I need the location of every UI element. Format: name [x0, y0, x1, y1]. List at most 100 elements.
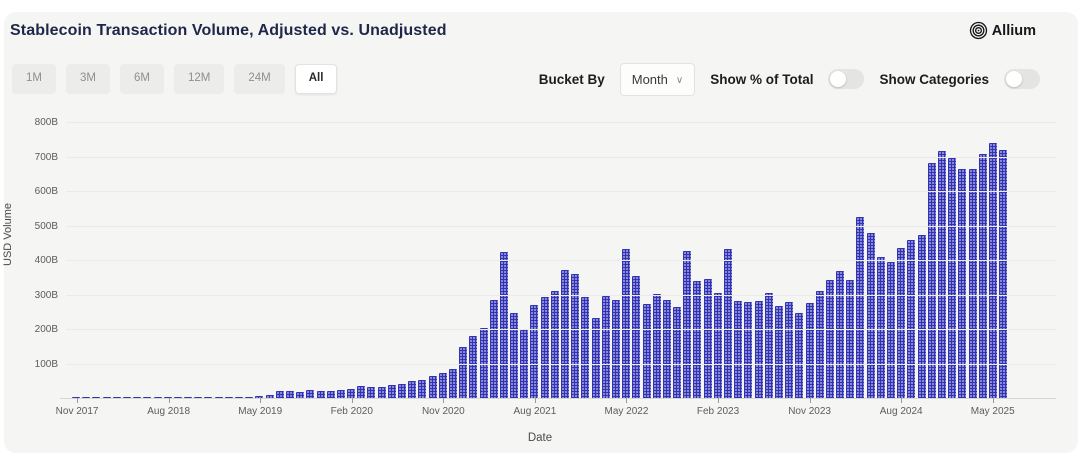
bar[interactable]	[357, 386, 366, 398]
bar[interactable]	[825, 280, 834, 398]
bar[interactable]	[601, 295, 610, 398]
bar[interactable]	[255, 396, 264, 398]
bar[interactable]	[795, 313, 804, 398]
bar[interactable]	[846, 280, 855, 398]
bar[interactable]	[296, 392, 305, 398]
bar[interactable]	[459, 346, 468, 398]
bar[interactable]	[673, 306, 682, 398]
bar[interactable]	[907, 240, 916, 398]
bucket-by-dropdown[interactable]: Month ∨	[619, 62, 696, 96]
bar[interactable]	[724, 249, 732, 398]
show-categories-toggle[interactable]	[1004, 69, 1040, 89]
bar[interactable]	[785, 302, 794, 398]
bar[interactable]	[968, 168, 977, 398]
bar[interactable]	[245, 396, 254, 398]
bar[interactable]	[703, 279, 712, 398]
bar[interactable]	[734, 301, 743, 398]
bar[interactable]	[999, 150, 1008, 398]
bar[interactable]	[367, 387, 376, 398]
bar[interactable]	[72, 397, 80, 398]
bar[interactable]	[988, 143, 997, 398]
bar[interactable]	[642, 303, 651, 398]
bar[interactable]	[693, 281, 702, 398]
bar[interactable]	[591, 318, 600, 398]
bar[interactable]	[184, 397, 193, 398]
bar[interactable]	[561, 270, 569, 398]
bar[interactable]	[632, 275, 641, 398]
bar[interactable]	[713, 293, 722, 398]
bar[interactable]	[326, 391, 335, 398]
range-button-3m[interactable]: 3M	[65, 64, 110, 94]
bar[interactable]	[163, 397, 172, 398]
bar[interactable]	[683, 250, 692, 398]
bar[interactable]	[550, 291, 559, 398]
range-button-24m[interactable]: 24M	[234, 64, 285, 94]
range-button-6m[interactable]: 6M	[119, 64, 164, 94]
bar[interactable]	[336, 390, 345, 398]
page-title: Stablecoin Transaction Volume, Adjusted …	[10, 22, 447, 39]
bar[interactable]	[917, 235, 926, 398]
bar[interactable]	[744, 302, 753, 398]
bar[interactable]	[173, 397, 182, 398]
bar[interactable]	[897, 247, 906, 398]
bar[interactable]	[122, 397, 131, 398]
bar[interactable]	[398, 383, 406, 398]
bar[interactable]	[285, 391, 294, 398]
bar[interactable]	[764, 293, 773, 398]
bar[interactable]	[530, 304, 539, 398]
bar[interactable]	[571, 273, 580, 398]
bar[interactable]	[92, 397, 101, 398]
range-button-1m[interactable]: 1M	[12, 64, 56, 94]
bar[interactable]	[408, 380, 417, 398]
bar[interactable]	[387, 384, 396, 398]
bar[interactable]	[214, 397, 223, 398]
bar[interactable]	[978, 154, 987, 398]
bar[interactable]	[652, 293, 661, 398]
bar[interactable]	[662, 300, 671, 398]
bar[interactable]	[438, 373, 447, 398]
bar[interactable]	[927, 163, 936, 398]
bar[interactable]	[540, 296, 549, 398]
bar[interactable]	[937, 150, 946, 398]
bar[interactable]	[479, 328, 488, 398]
bar[interactable]	[622, 249, 631, 398]
bar[interactable]	[958, 168, 967, 398]
bar[interactable]	[611, 300, 620, 398]
bar[interactable]	[102, 397, 111, 398]
bar[interactable]	[194, 397, 203, 398]
bar[interactable]	[265, 394, 274, 398]
bar[interactable]	[836, 271, 845, 398]
bar[interactable]	[224, 397, 233, 398]
bar[interactable]	[815, 291, 824, 398]
show-pct-toggle[interactable]	[828, 69, 865, 89]
bar[interactable]	[805, 303, 814, 398]
bar[interactable]	[143, 397, 152, 398]
bar[interactable]	[82, 397, 91, 398]
bar[interactable]	[499, 251, 508, 398]
bar[interactable]	[153, 397, 162, 398]
bar[interactable]	[275, 390, 284, 398]
bar[interactable]	[133, 397, 142, 398]
bar[interactable]	[306, 390, 315, 398]
range-button-12m[interactable]: 12M	[173, 64, 225, 94]
bar[interactable]	[581, 296, 590, 398]
bar[interactable]	[112, 397, 121, 398]
bar[interactable]	[316, 391, 325, 398]
bar[interactable]	[469, 335, 478, 398]
bar[interactable]	[418, 379, 427, 398]
bar[interactable]	[347, 389, 356, 398]
bar[interactable]	[866, 233, 875, 398]
bar[interactable]	[428, 375, 437, 398]
bar[interactable]	[754, 301, 763, 398]
bar[interactable]	[235, 397, 243, 398]
bar[interactable]	[377, 387, 386, 398]
bar[interactable]	[774, 305, 783, 398]
bar[interactable]	[856, 216, 865, 398]
bar[interactable]	[448, 368, 457, 398]
bar[interactable]	[948, 158, 957, 398]
bar[interactable]	[489, 300, 498, 398]
bar[interactable]	[876, 256, 885, 398]
range-button-all[interactable]: All	[294, 64, 338, 94]
bar[interactable]	[204, 397, 213, 398]
bar[interactable]	[510, 313, 519, 398]
